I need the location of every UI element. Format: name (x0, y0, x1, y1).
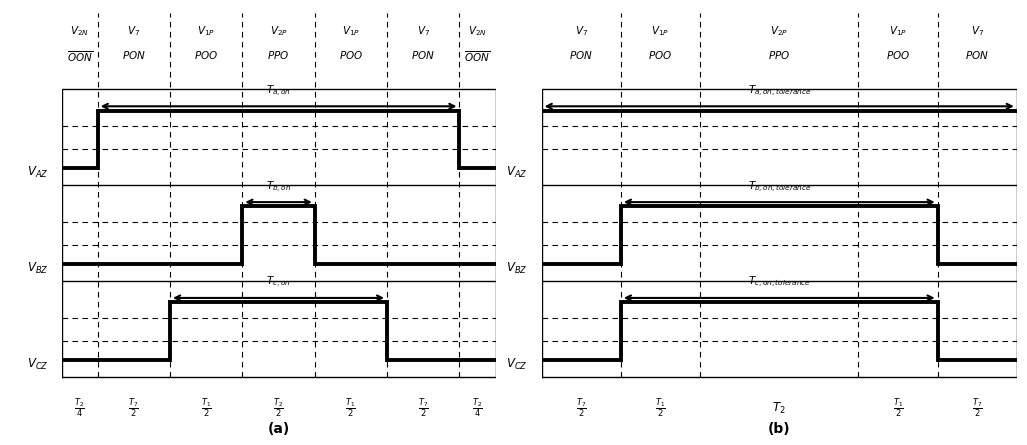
Text: $T_{b,on,tolerance}$: $T_{b,on,tolerance}$ (748, 179, 811, 194)
Text: $PON$: $PON$ (411, 49, 435, 61)
Text: $\frac{T_2}{4}$: $\frac{T_2}{4}$ (472, 397, 483, 420)
Text: $\frac{T_1}{2}$: $\frac{T_1}{2}$ (201, 397, 212, 420)
Text: $V_{2P}$: $V_{2P}$ (770, 24, 789, 38)
Text: $\frac{T_7}{2}$: $\frac{T_7}{2}$ (128, 397, 140, 420)
Text: $PON$: $PON$ (122, 49, 146, 61)
Text: $\overline{OON}$: $\overline{OON}$ (67, 49, 92, 64)
Text: $V_{1P}$: $V_{1P}$ (889, 24, 907, 38)
Text: $T_{c,on}$: $T_{c,on}$ (266, 275, 291, 290)
Text: $V_7$: $V_7$ (417, 24, 429, 38)
Text: $V_{CZ}$: $V_{CZ}$ (506, 357, 528, 372)
Text: $\frac{T_7}{2}$: $\frac{T_7}{2}$ (576, 397, 586, 420)
Text: $V_{BZ}$: $V_{BZ}$ (506, 261, 528, 276)
Text: $PON$: $PON$ (965, 49, 989, 61)
Text: $\frac{T_2}{2}$: $\frac{T_2}{2}$ (273, 397, 284, 420)
Text: $PON$: $PON$ (569, 49, 594, 61)
Text: $V_{1P}$: $V_{1P}$ (342, 24, 359, 38)
Text: $V_{AZ}$: $V_{AZ}$ (27, 166, 48, 181)
Text: $V_{1P}$: $V_{1P}$ (651, 24, 670, 38)
Text: $T_2$: $T_2$ (772, 401, 786, 416)
Text: $\frac{T_7}{2}$: $\frac{T_7}{2}$ (418, 397, 428, 420)
Text: $V_{2N}$: $V_{2N}$ (468, 24, 487, 38)
Text: (b): (b) (768, 422, 791, 436)
Text: $POO$: $POO$ (339, 49, 363, 61)
Text: $\overline{OON}$: $\overline{OON}$ (464, 49, 491, 64)
Text: $\frac{T_1}{2}$: $\frac{T_1}{2}$ (655, 397, 665, 420)
Text: $V_{AZ}$: $V_{AZ}$ (506, 166, 528, 181)
Text: $POO$: $POO$ (194, 49, 219, 61)
Text: $V_{BZ}$: $V_{BZ}$ (27, 261, 48, 276)
Text: $V_{2P}$: $V_{2P}$ (269, 24, 288, 38)
Text: $V_{2N}$: $V_{2N}$ (70, 24, 89, 38)
Text: $V_{CZ}$: $V_{CZ}$ (27, 357, 48, 372)
Text: $POO$: $POO$ (648, 49, 673, 61)
Text: $\frac{T_2}{4}$: $\frac{T_2}{4}$ (74, 397, 85, 420)
Text: $\frac{T_1}{2}$: $\frac{T_1}{2}$ (892, 397, 904, 420)
Text: $T_{b,on}$: $T_{b,on}$ (266, 179, 292, 194)
Text: $T_{a,on,tolerance}$: $T_{a,on,tolerance}$ (748, 84, 811, 99)
Text: $T_{a,on}$: $T_{a,on}$ (266, 84, 291, 99)
Text: $V_7$: $V_7$ (575, 24, 587, 38)
Text: $\frac{T_1}{2}$: $\frac{T_1}{2}$ (345, 397, 356, 420)
Text: $\frac{T_7}{2}$: $\frac{T_7}{2}$ (972, 397, 983, 420)
Text: $V_7$: $V_7$ (127, 24, 141, 38)
Text: $V_{1P}$: $V_{1P}$ (197, 24, 216, 38)
Text: $POO$: $POO$ (886, 49, 910, 61)
Text: $V_7$: $V_7$ (971, 24, 984, 38)
Text: (a): (a) (267, 422, 290, 436)
Text: $PPO$: $PPO$ (267, 49, 290, 61)
Text: $T_{c,on,tolerance}$: $T_{c,on,tolerance}$ (748, 275, 810, 290)
Text: $PPO$: $PPO$ (768, 49, 791, 61)
